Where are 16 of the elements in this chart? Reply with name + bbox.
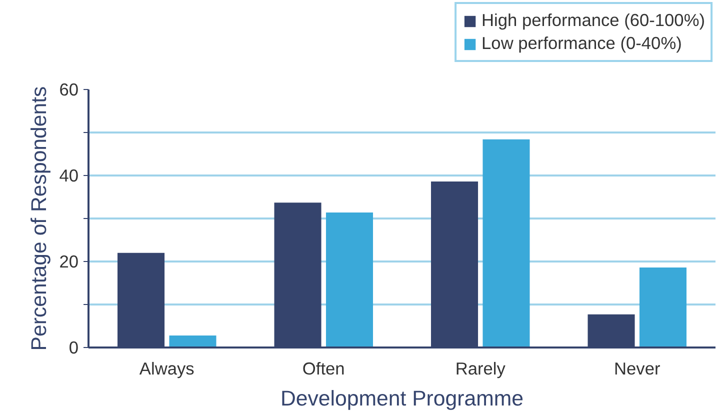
- bar: [639, 268, 686, 348]
- y-tick-label: 40: [59, 166, 79, 186]
- x-tick-label: Often: [302, 358, 345, 378]
- y-tick-label: 60: [59, 80, 79, 100]
- bar: [326, 212, 373, 348]
- x-axis-title: Development Programme: [280, 386, 524, 410]
- y-tick-label: 20: [59, 252, 79, 272]
- y-tick-label: 0: [68, 338, 79, 358]
- legend-label: Low performance (0-40%): [482, 33, 682, 54]
- x-tick-label: Never: [614, 358, 660, 378]
- x-tick-label: Always: [139, 358, 195, 378]
- y-axis-title: Percentage of Respondents: [27, 86, 52, 351]
- bar: [482, 139, 530, 348]
- bar: [169, 335, 216, 348]
- x-tick-label: Rarely: [455, 358, 506, 378]
- legend-label: High performance (60-100%): [482, 10, 705, 31]
